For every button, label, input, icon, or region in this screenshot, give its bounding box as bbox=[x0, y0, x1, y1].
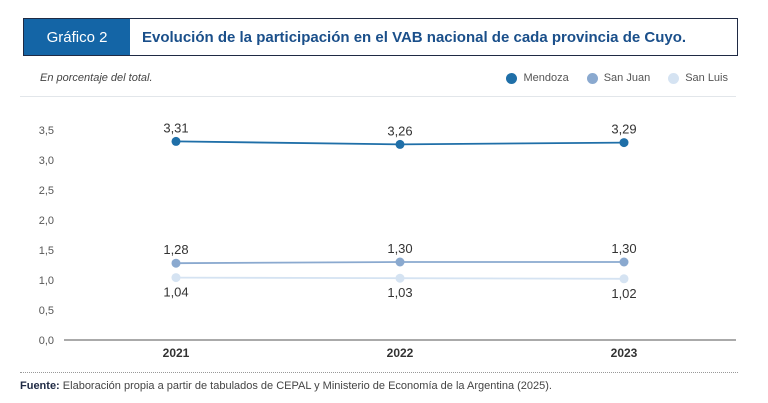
y-tick-label: 3,0 bbox=[39, 155, 54, 167]
data-point-san-luis bbox=[619, 274, 629, 284]
data-point-san-juan bbox=[619, 257, 629, 267]
data-label-san-luis: 1,02 bbox=[611, 286, 636, 301]
legend-item-san-luis: San Luis bbox=[668, 72, 728, 84]
data-point-san-juan bbox=[171, 258, 181, 268]
top-divider bbox=[20, 96, 736, 97]
data-point-san-juan bbox=[395, 257, 405, 267]
x-tick-label: 2021 bbox=[163, 346, 190, 360]
data-label-san-luis: 1,03 bbox=[387, 285, 412, 300]
data-label-san-juan: 1,28 bbox=[163, 242, 188, 257]
legend: Mendoza San Juan San Luis bbox=[506, 72, 728, 84]
y-tick-label: 2,0 bbox=[39, 215, 54, 227]
source-divider bbox=[20, 372, 738, 373]
data-label-mendoza: 3,26 bbox=[387, 123, 412, 138]
chart-title: Evolución de la participación en el VAB … bbox=[142, 28, 687, 46]
data-point-san-luis bbox=[171, 273, 181, 283]
legend-item-san-juan: San Juan bbox=[586, 72, 651, 84]
data-label-san-juan: 1,30 bbox=[611, 241, 636, 256]
data-point-mendoza bbox=[171, 136, 181, 146]
legend-marker-san-juan bbox=[586, 72, 598, 84]
y-tick-label: 2,5 bbox=[39, 185, 54, 197]
data-label-san-luis: 1,04 bbox=[163, 285, 188, 300]
data-label-mendoza: 3,31 bbox=[163, 120, 188, 135]
chart-header: Gráfico 2 Evolución de la participación … bbox=[23, 18, 738, 56]
y-tick-label: 0,0 bbox=[39, 335, 54, 347]
legend-item-mendoza: Mendoza bbox=[506, 72, 569, 84]
x-tick-label: 2022 bbox=[387, 346, 414, 360]
y-tick-label: 0,5 bbox=[39, 305, 54, 317]
source-note: Fuente: Elaboración propia a partir de t… bbox=[20, 380, 552, 392]
source-label: Fuente: bbox=[20, 380, 60, 392]
y-tick-label: 1,5 bbox=[39, 245, 54, 257]
figure-tag: Gráfico 2 bbox=[24, 19, 130, 55]
legend-label-mendoza: Mendoza bbox=[523, 72, 569, 84]
legend-marker-mendoza bbox=[506, 72, 518, 84]
x-tick-label: 2023 bbox=[611, 346, 638, 360]
data-label-mendoza: 3,29 bbox=[611, 122, 636, 137]
legend-marker-san-luis bbox=[668, 72, 680, 84]
data-point-san-luis bbox=[395, 273, 405, 283]
data-point-mendoza bbox=[395, 139, 405, 149]
data-point-mendoza bbox=[619, 138, 629, 148]
legend-label-san-juan: San Juan bbox=[603, 72, 651, 84]
data-label-san-juan: 1,30 bbox=[387, 241, 412, 256]
legend-label-san-luis: San Luis bbox=[685, 72, 728, 84]
y-tick-label: 1,0 bbox=[39, 275, 54, 287]
y-tick-label: 3,5 bbox=[39, 125, 54, 137]
source-text: Elaboración propia a partir de tabulados… bbox=[62, 380, 552, 392]
chart-subtitle: En porcentaje del total. bbox=[40, 72, 153, 84]
